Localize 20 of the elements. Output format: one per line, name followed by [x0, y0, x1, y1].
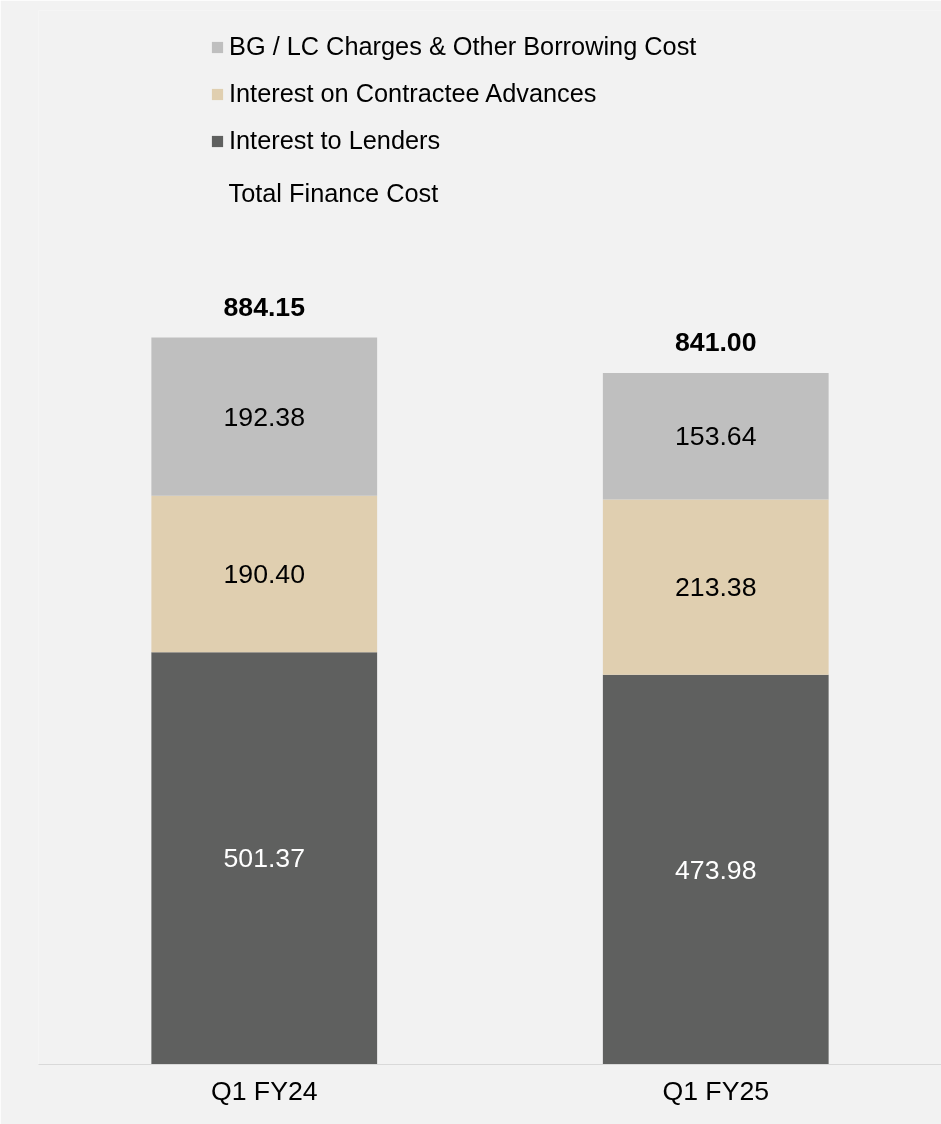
bar	[151, 652, 378, 1065]
data-label: 501.37	[223, 843, 306, 874]
bar	[602, 674, 829, 1065]
legend-label: BG / LC Charges & Other Borrowing Cost	[229, 32, 697, 61]
data-label: 473.98	[674, 854, 757, 885]
legend-label: Interest to Lenders	[229, 126, 441, 155]
total-label: 841.00	[674, 327, 757, 358]
bar	[602, 499, 829, 675]
data-label: 190.40	[223, 559, 306, 590]
total-label: 884.15	[223, 291, 306, 322]
x-tick-label: Q1 FY25	[662, 1075, 770, 1106]
data-label: 153.64	[674, 421, 757, 452]
text: Total Finance Cost	[228, 178, 439, 207]
bar	[151, 495, 378, 653]
data-label: 213.38	[674, 572, 757, 603]
data-label: 192.38	[223, 401, 306, 432]
x-tick-label: Q1 FY24	[210, 1075, 318, 1106]
bar	[151, 337, 378, 496]
bar	[602, 373, 829, 500]
legend-label: Interest on Contractee Advances	[229, 79, 597, 108]
